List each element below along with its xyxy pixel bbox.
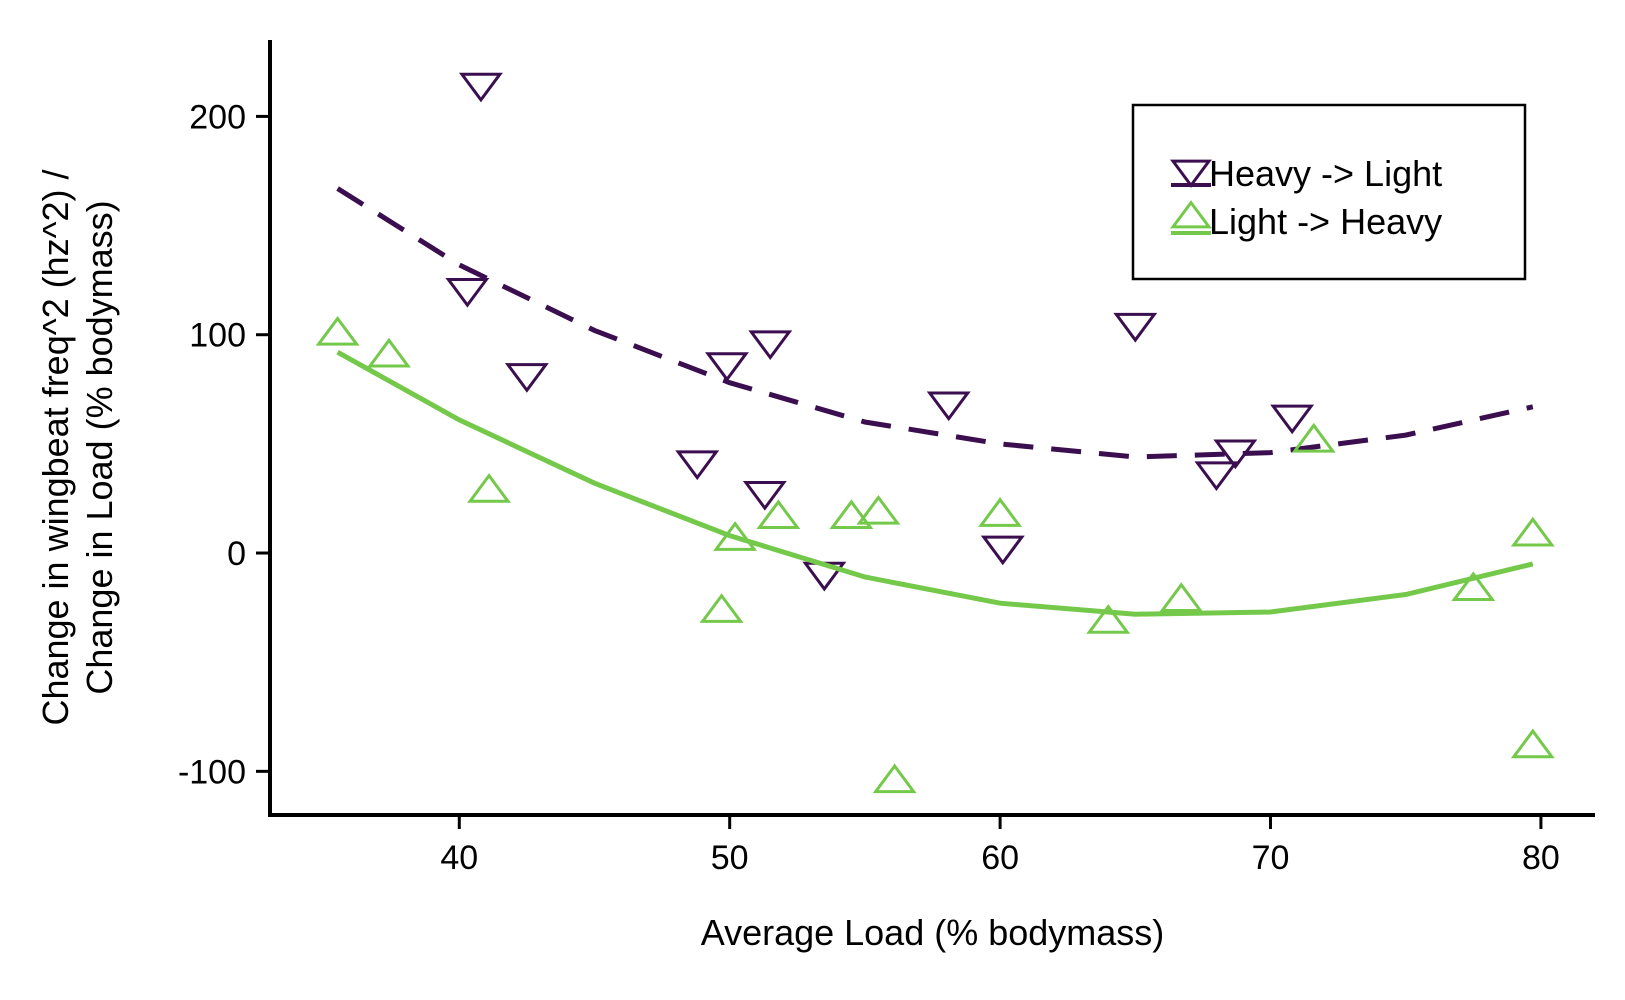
- fit-line-heavy-light: [336, 186, 1534, 460]
- x-tick-label: 40: [440, 839, 478, 877]
- legend-marker-light-to-heavy: [1170, 200, 1212, 229]
- x-tick-label: 80: [1522, 839, 1560, 877]
- data-point-heavy-light: [748, 330, 793, 361]
- legend-label-light-to-heavy: Light -> Heavy: [1209, 201, 1442, 242]
- y-axis-title-line-2: Change in Load (% bodymass): [79, 200, 120, 694]
- data-point-light-heavy: [1159, 582, 1204, 612]
- data-point-light-heavy: [872, 763, 917, 794]
- data-point-light-heavy: [1510, 728, 1555, 759]
- fit-line-light-heavy: [336, 350, 1534, 617]
- y-tick-label: 200: [189, 98, 246, 136]
- data-point-heavy-light: [1213, 439, 1258, 470]
- legend: Heavy -> Light Light -> Heavy: [1131, 103, 1527, 281]
- legend-box: [1131, 103, 1527, 281]
- y-tick-label: 100: [189, 317, 246, 355]
- x-axis-title: Average Load (% bodymass): [701, 912, 1165, 953]
- data-point-light-heavy: [315, 315, 360, 346]
- data-point-light-heavy: [467, 473, 512, 503]
- data-point-light-heavy: [1451, 571, 1496, 602]
- data-point-light-heavy: [756, 499, 801, 530]
- data-point-heavy-light: [1113, 312, 1158, 343]
- legend-marker-heavy-to-light: [1170, 159, 1212, 188]
- data-point-light-heavy: [699, 593, 744, 623]
- data-point-light-heavy: [856, 494, 901, 525]
- y-tick-label: -100: [178, 753, 246, 791]
- data-point-heavy-light: [926, 391, 971, 422]
- data-point-heavy-light: [675, 450, 720, 481]
- data-point-heavy-light: [980, 535, 1025, 566]
- y-tick-label: 0: [227, 535, 246, 573]
- data-point-light-heavy: [1291, 422, 1336, 453]
- legend-label-heavy-to-light: Heavy -> Light: [1209, 153, 1442, 194]
- y-ticks: -100 0 100 200: [178, 98, 270, 791]
- data-point-heavy-light: [504, 363, 549, 393]
- data-point-light-heavy: [713, 521, 758, 551]
- data-point-heavy-light: [458, 72, 503, 103]
- data-point-light-heavy: [978, 497, 1023, 527]
- x-tick-label: 60: [981, 839, 1019, 877]
- data-point-heavy-light: [705, 352, 749, 382]
- x-tick-label: 70: [1252, 839, 1290, 877]
- x-ticks: 40 50 60 70 80: [440, 815, 1560, 877]
- data-point-heavy-light: [445, 277, 490, 308]
- series-light-heavy: [315, 315, 1555, 794]
- y-axis-title-line-1: Change in wingbeat freq^2 (hz^2) /: [35, 169, 76, 725]
- data-point-light-heavy: [367, 337, 411, 368]
- plot-area: [315, 72, 1555, 794]
- data-point-light-heavy: [829, 499, 874, 530]
- data-point-light-heavy: [1086, 604, 1131, 634]
- data-point-light-heavy: [1510, 516, 1555, 547]
- x-tick-label: 50: [711, 839, 749, 877]
- series-heavy-light: [336, 72, 1534, 592]
- data-point-heavy-light: [1270, 404, 1315, 435]
- data-point-heavy-light: [742, 480, 787, 511]
- axes: 40 50 60 70 80 -100 0 100 200: [178, 40, 1595, 877]
- data-point-heavy-light: [1194, 461, 1239, 492]
